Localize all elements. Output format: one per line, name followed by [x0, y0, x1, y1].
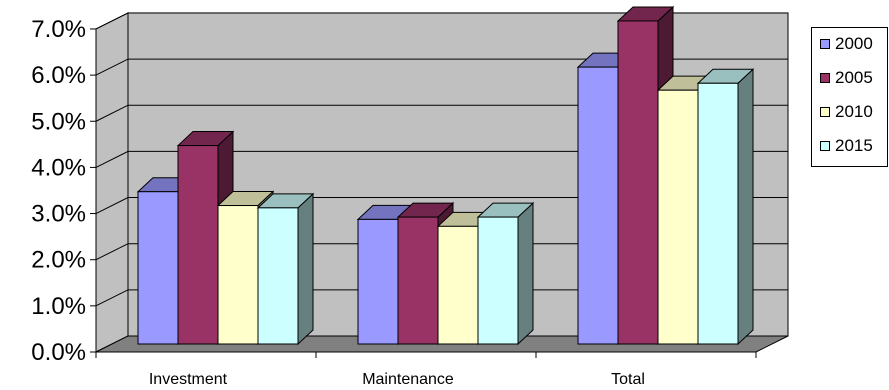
legend-label-2005: 2005 — [835, 68, 873, 87]
bar-total-2005 — [617, 20, 659, 345]
legend-item-2005: 2005 — [820, 68, 873, 88]
gridline — [95, 150, 788, 168]
gridline — [95, 197, 788, 214]
bar-side-total-2015 — [737, 68, 754, 346]
legend-label-2015: 2015 — [835, 136, 873, 155]
x-axis-tick-labels: Investment Maintenance Total — [149, 371, 645, 388]
bar-maintenance-2010 — [437, 225, 479, 345]
y-tick-label: 5.0% — [31, 108, 86, 135]
bar-side-maintenance-2015 — [517, 201, 534, 346]
side-wall — [95, 12, 129, 353]
bar-investment-2000 — [137, 191, 179, 345]
y-tick-label: 6.0% — [31, 62, 86, 89]
axes — [90, 28, 757, 358]
bar-total-2010 — [657, 89, 699, 345]
legend-swatch-2005 — [820, 73, 830, 83]
x-tick-label: Total — [611, 371, 645, 388]
bar-investment-2010 — [217, 205, 259, 345]
x-tick-label: Investment — [149, 371, 228, 388]
y-tick-label: 3.0% — [31, 201, 86, 228]
bar-investment-2015 — [257, 207, 299, 345]
y-axis-tick-labels: 0.0% 1.0% 2.0% 3.0% 4.0% 5.0% 6.0% 7.0% — [31, 16, 86, 366]
bar-side-investment-2015 — [297, 192, 314, 346]
gridlines — [95, 12, 788, 307]
bar-total-2015 — [697, 82, 739, 345]
bar-total-2000 — [577, 66, 619, 345]
bar-maintenance-2005 — [397, 216, 439, 345]
bar-maintenance-2015 — [477, 216, 519, 345]
legend-item-2015: 2015 — [820, 136, 873, 156]
y-tick-label: 1.0% — [31, 293, 86, 320]
gridline — [95, 243, 788, 261]
legend-swatch-2010 — [820, 107, 830, 117]
gridline — [95, 58, 788, 76]
y-tick-label: 7.0% — [31, 16, 86, 43]
gridline — [95, 12, 788, 30]
legend-label-2000: 2000 — [835, 34, 873, 53]
legend-item-2010: 2010 — [820, 102, 873, 122]
bar-maintenance-2000 — [357, 218, 399, 345]
gridline — [95, 104, 788, 122]
x-tick-label: Maintenance — [362, 371, 454, 388]
legend-swatch-2000 — [820, 39, 830, 49]
legend-label-2010: 2010 — [835, 102, 873, 121]
y-tick-label: 4.0% — [31, 154, 86, 181]
y-tick-label: 2.0% — [31, 247, 86, 274]
bars — [136, 5, 755, 346]
legend: 2000 2005 2010 2015 — [811, 27, 888, 167]
legend-swatch-2015 — [820, 141, 830, 151]
y-tick-label: 0.0% — [31, 339, 86, 366]
bar-investment-2005 — [177, 145, 219, 345]
legend-item-2000: 2000 — [820, 34, 873, 54]
gridline — [95, 289, 788, 307]
